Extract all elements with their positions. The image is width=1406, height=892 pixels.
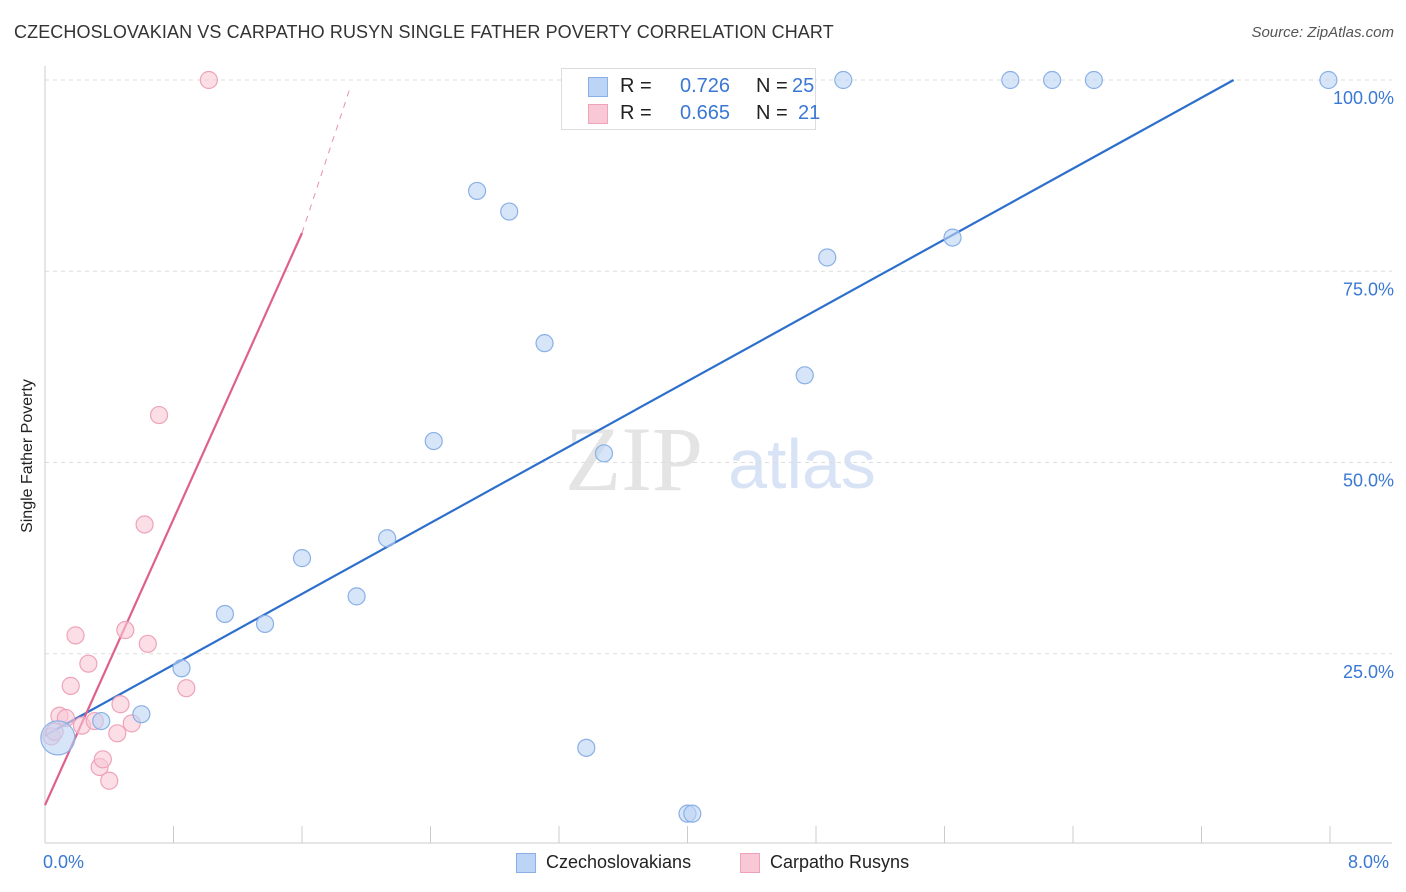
czechoslovakian-point [1084,70,1103,90]
bottom-legend-label: Czechoslovakians [546,852,692,872]
czechoslovakian-point [467,181,487,201]
czechoslovakian-point [1043,70,1062,90]
carpatho-rusyn-point [61,676,80,695]
carpatho-rusyn-point [66,626,85,645]
czechoslovakian-point [834,70,853,90]
czechoslovakian-point [577,738,596,757]
carpatho-rusyn-point [149,405,169,425]
czechoslovakian-point [683,804,702,823]
y-tick-label: 75.0% [1343,279,1394,299]
legend-r-value: 0.665 [680,102,731,124]
czechoslovakian-point [943,228,962,247]
carpatho-rusyn-trendline [43,232,304,806]
legend-n-label: N = [756,75,788,97]
legend-n-value: 21 [798,102,821,124]
watermark-zip: ZIP [565,408,703,510]
y-tick-label: 50.0% [1343,471,1394,491]
czechoslovakian-point [172,659,191,678]
czechoslovakian-point [292,549,312,568]
x-tick-label-min: 0.0% [43,852,85,872]
legend-n-label: N = [756,102,788,124]
watermark-atlas: atlas [728,425,876,503]
y-axis-label: Single Father Poverty [19,379,36,533]
correlation-legend: R = 0.726 N = 25 R = 0.665 N = 21 [561,68,820,130]
bottom-legend-swatch-blue [516,853,536,873]
carpatho-rusyn-trendline-extension [301,87,351,234]
carpatho-rusyn-point [135,515,154,534]
czechoslovakian-point [92,711,111,731]
legend-swatch-blue [588,77,608,97]
bottom-legend-label: Carpatho Rusyns [770,852,910,872]
source-credit: Source: ZipAtlas.com [1251,24,1394,41]
data-points [40,70,1338,823]
czechoslovakian-trendline [44,79,1235,737]
czechoslovakian-point [424,431,443,451]
y-tick-label: 25.0% [1343,662,1394,682]
czechoslovakian-point [215,604,234,624]
carpatho-rusyn-point [93,750,112,769]
trendlines [43,79,1235,806]
carpatho-rusyn-point [116,620,135,640]
y-tick-label: 100.0% [1333,88,1394,108]
legend-r-value: 0.726 [680,75,731,97]
czechoslovakian-point [818,248,837,267]
y-tick-labels: 25.0% 50.0% 75.0% 100.0% [1333,88,1394,682]
czechoslovakian-point [347,587,366,606]
legend-swatch-pink [588,104,608,124]
czechoslovakian-point [132,705,151,724]
czechoslovakian-point [40,720,76,756]
czechoslovakian-point [594,444,614,463]
carpatho-rusyn-point [100,771,119,790]
x-tick-label-max: 8.0% [1348,852,1390,872]
czechoslovakian-point [500,202,519,221]
carpatho-rusyn-point [111,695,130,714]
bottom-legend-swatch-pink [740,853,760,873]
legend-r-label: R = [620,102,652,124]
czechoslovakian-point [535,334,554,353]
czechoslovakian-point [1319,70,1338,90]
gridlines [45,79,1392,655]
carpatho-rusyn-point [138,634,157,653]
chart-title: CZECHOSLOVAKIAN VS CARPATHO RUSYN SINGLE… [14,22,834,42]
czechoslovakian-point [795,366,814,385]
carpatho-rusyn-point [199,70,218,90]
axes [44,66,1392,844]
czechoslovakian-point [378,529,397,548]
czechoslovakian-point [1001,70,1020,90]
carpatho-rusyn-point [177,679,196,698]
legend-r-label: R = [620,75,652,97]
carpatho-rusyn-point [108,724,127,743]
czechoslovakian-point [255,614,275,634]
legend-n-value: 25 [792,75,815,97]
carpatho-rusyn-point [79,654,98,673]
